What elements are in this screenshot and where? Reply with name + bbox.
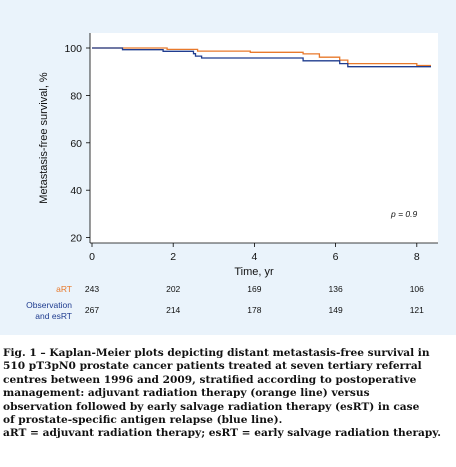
risk-count: 214 [166,305,180,315]
y-tick-label: 100 [64,43,82,55]
figure-caption: Fig. 1 – Kaplan-Meier plots depicting di… [3,347,453,441]
caption-line-7: aRT = adjuvant radiation therapy; esRT =… [3,427,441,440]
x-axis-label: Time, yr [234,266,274,278]
y-tick-label: 60 [70,138,82,150]
y-tick-label: 40 [70,185,82,197]
risk-count: 267 [85,305,99,315]
caption-line-4: management: adjuvant radiation therapy (… [3,387,370,400]
x-tick-label: 2 [170,251,176,263]
x-tick-label: 8 [414,251,420,263]
kaplan-meier-chart: Metastasis-free survival, % Time, yr p =… [26,33,438,321]
caption-line-2: 510 pT3pN0 prostate cancer patients trea… [3,360,422,373]
risk-row-label-line2: and esRT [35,311,72,321]
caption-line-1: Fig. 1 – Kaplan-Meier plots depicting di… [3,347,430,359]
x-tick-label: 4 [251,251,257,263]
caption-line-5: observation followed by early salvage ra… [3,400,420,413]
risk-count: 178 [247,305,261,315]
p-value-annotation: p = 0.9 [390,209,418,219]
caption-line-6: of prostate-specific antigen relapse (bl… [3,414,283,427]
risk-count: 136 [329,284,343,294]
art-survival-line [92,47,431,67]
y-tick-label: 20 [70,233,82,245]
risk-count: 106 [410,284,424,294]
x-tick-label: 6 [333,251,339,263]
risk-count: 169 [247,284,261,294]
risk-row-label: aRT [56,284,72,294]
risk-count: 243 [85,284,99,294]
y-tick-label: 80 [70,90,82,102]
caption-line-3: centres between 1996 and 2009, stratifie… [3,373,417,386]
plot-area [90,33,438,243]
risk-count: 202 [166,284,180,294]
x-tick-label: 0 [89,251,95,263]
y-axis-label: Metastasis-free survival, % [38,72,50,204]
risk-count: 149 [329,305,343,315]
risk-count: 121 [410,305,424,315]
esrt-survival-line [92,47,431,68]
risk-row-label-line1: Observation [26,300,72,310]
